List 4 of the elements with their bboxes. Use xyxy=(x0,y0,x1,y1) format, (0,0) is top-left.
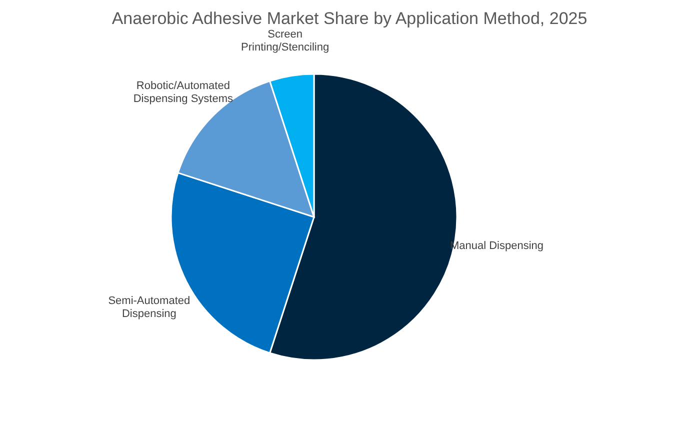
chart-title: Anaerobic Adhesive Market Share by Application Method, 2025 xyxy=(112,9,588,28)
slice-label: Semi-Automated Dispensing xyxy=(108,294,190,320)
slice-label: Robotic/Automated Dispensing Systems xyxy=(133,80,234,106)
slice-label: Screen Printing/Stenciling xyxy=(241,28,330,54)
